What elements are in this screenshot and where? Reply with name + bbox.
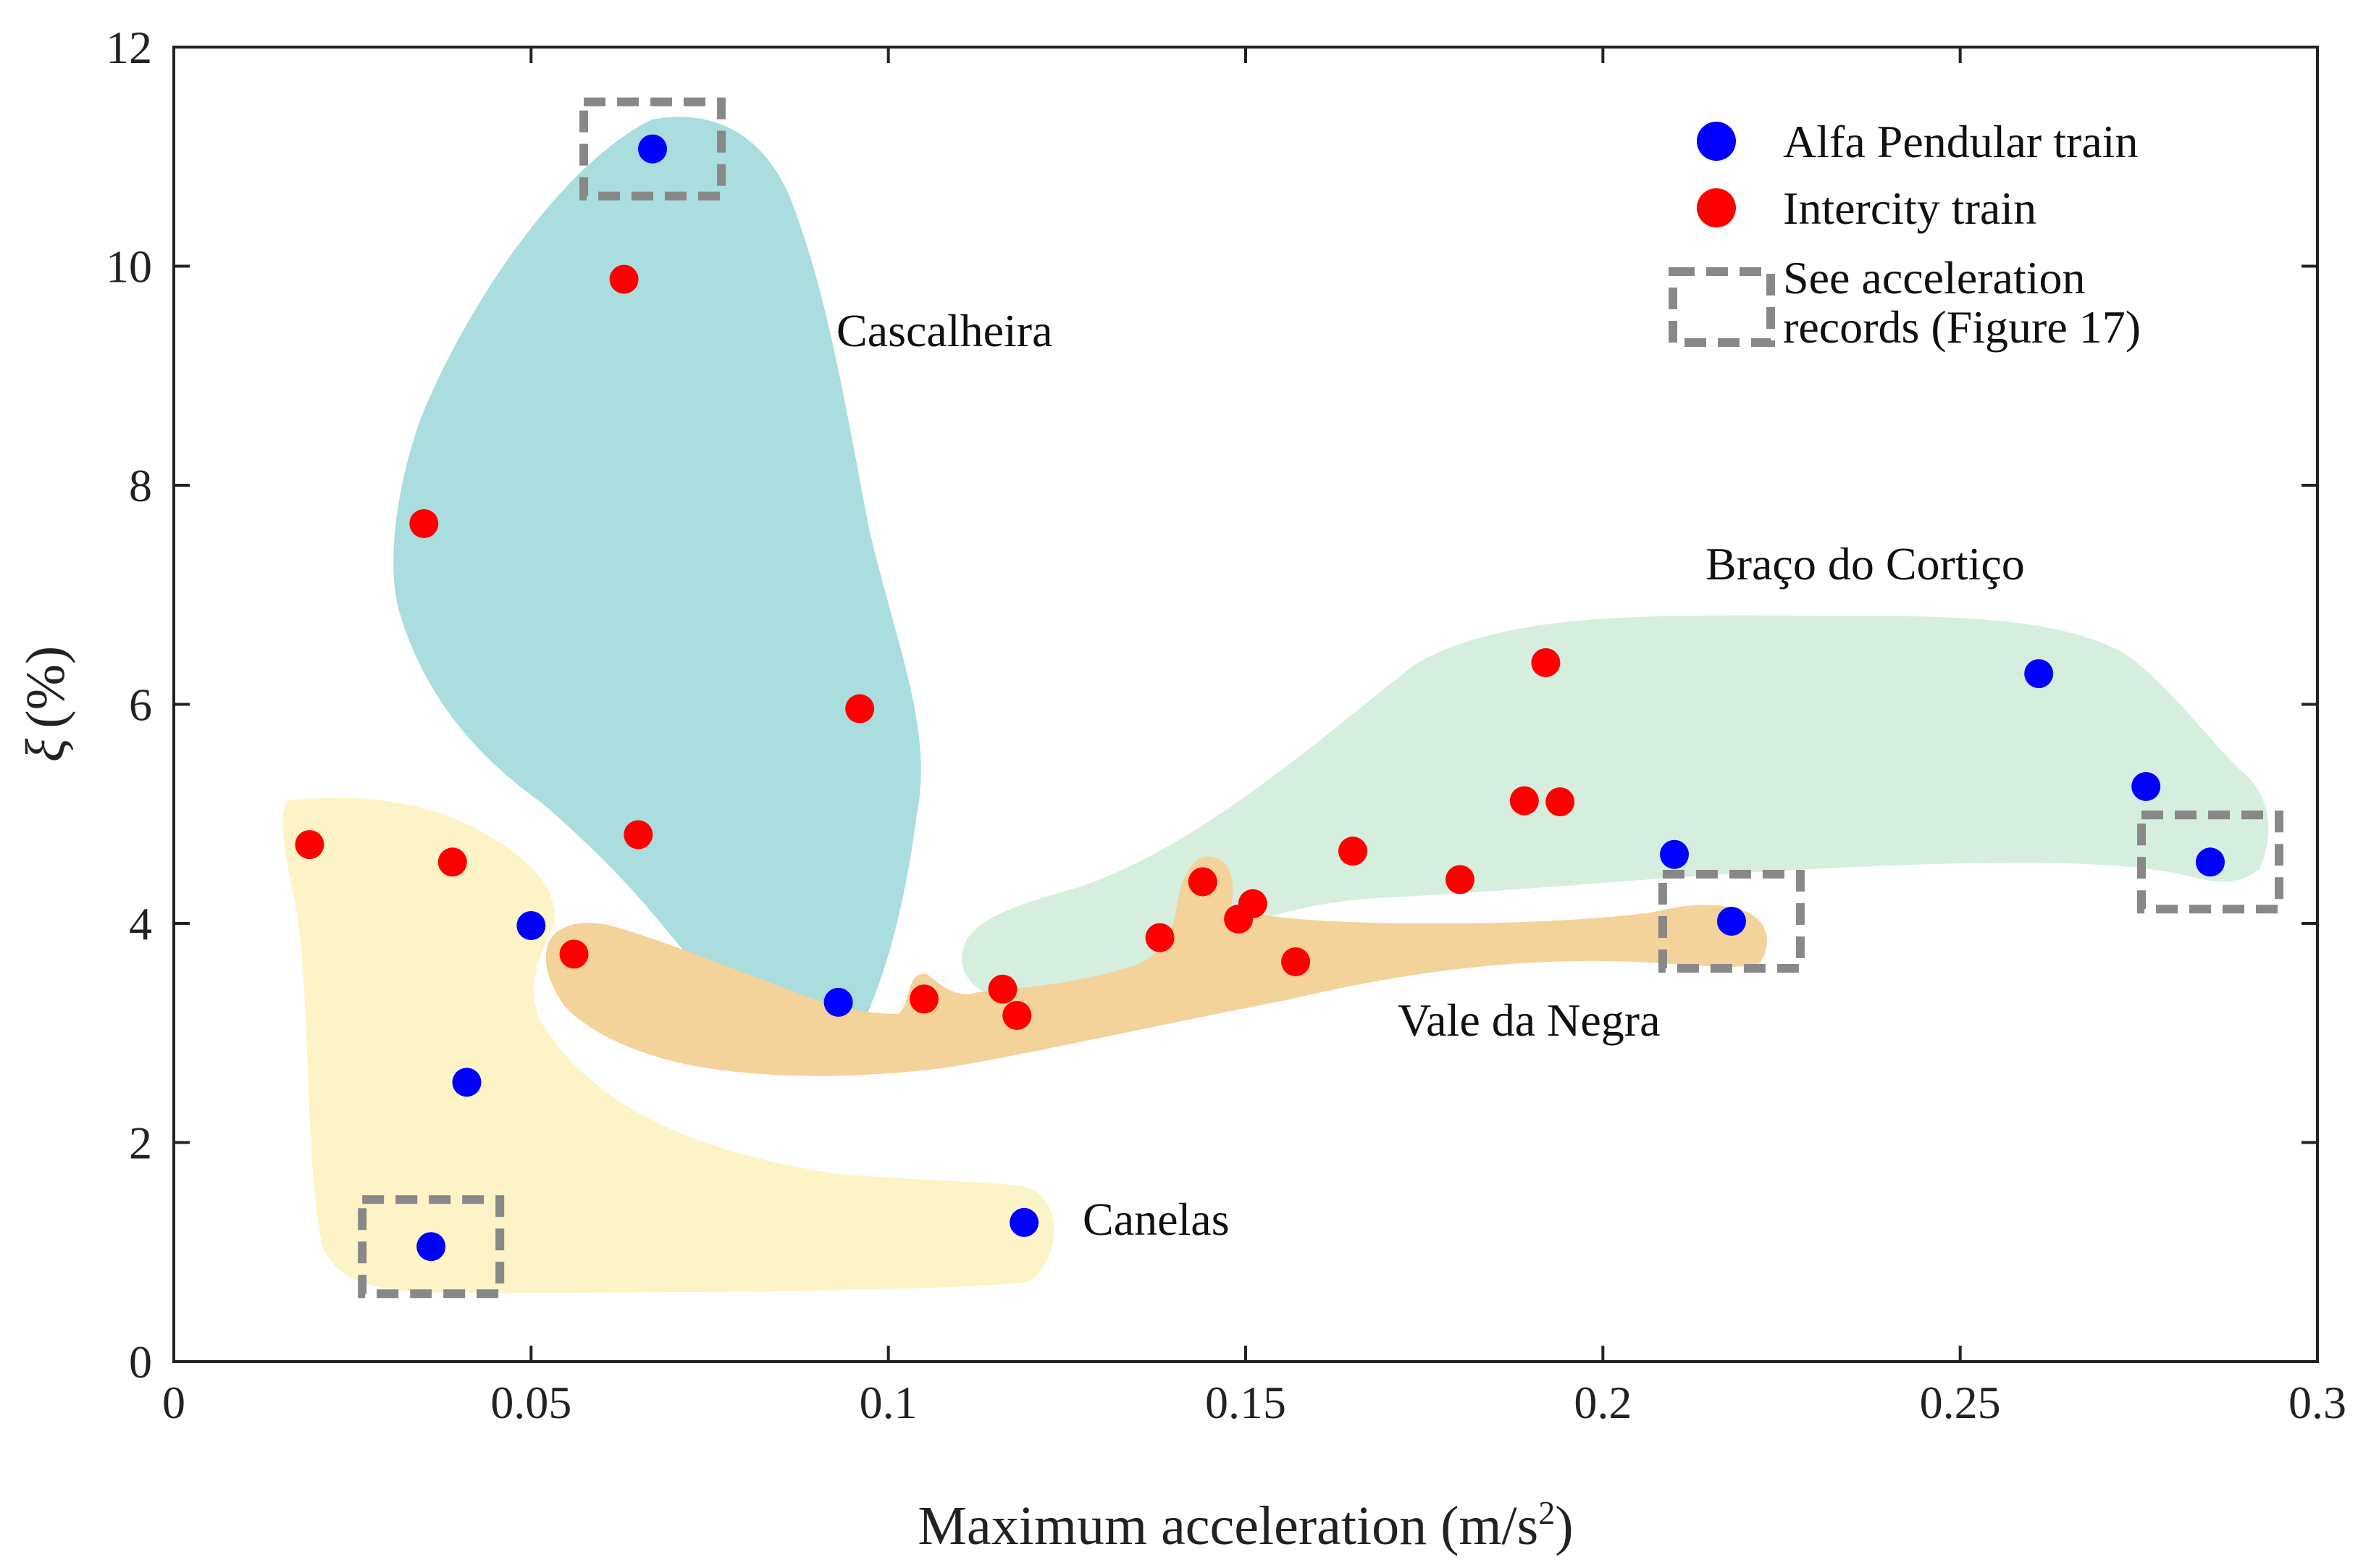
y-axis-title-symbol: ξ [15,738,76,762]
region-cascalheira [393,117,921,1043]
x-tick-label: 0.25 [1920,1377,2001,1428]
y-tick-label: 4 [129,898,152,949]
region-label-cascalheira: Cascalheira [836,305,1053,356]
legend-marker-highlight-box [1669,267,1775,347]
point-intercity [624,820,653,850]
x-axis-title-superscript: 2 [1538,1494,1555,1531]
point-alfa-pendular [452,1068,482,1097]
y-tick-label: 6 [129,679,152,731]
point-intercity [1188,867,1217,897]
point-alfa-pendular [516,911,546,941]
y-axis-ticks: 0 2 4 6 8 10 12 [106,22,2317,1388]
point-alfa-pendular [2131,771,2161,801]
y-tick-label: 10 [106,241,152,293]
point-alfa-pendular [1660,839,1689,869]
highlight-boxes [358,97,2283,1299]
point-intercity [1509,786,1539,816]
point-intercity [1545,787,1575,817]
x-axis-title-end: ) [1555,1496,1573,1556]
region-braco-do-cortico [962,615,2269,1006]
x-tick-label: 0.1 [860,1377,918,1428]
highlight-box [579,97,726,201]
highlight-box [358,1195,505,1299]
y-axis-title: ξ (%) [15,646,76,762]
point-intercity [559,939,589,969]
point-intercity [1002,1001,1032,1031]
point-alfa-pendular [416,1232,446,1262]
highlight-box [2137,810,2283,914]
point-intercity [1145,923,1175,952]
series-intercity [295,264,1575,1031]
cluster-regions [282,117,2269,1293]
point-intercity [295,830,324,860]
x-axis-title: Maximum acceleration (m/s2) [918,1494,1573,1556]
point-alfa-pendular [2196,847,2225,877]
point-intercity [910,984,939,1014]
legend-marker-alfa-pendular [1697,122,1736,161]
point-intercity [845,694,875,724]
x-axis-title-main: Maximum acceleration (m/s [918,1496,1538,1556]
x-tick-label: 0.3 [2288,1377,2346,1428]
y-tick-label: 2 [129,1118,152,1169]
legend: Alfa Pendular train Intercity train See … [1669,116,2141,353]
region-label-braco-do-cortico: Braço do Cortiço [1705,538,2025,590]
region-label-vale-da-negra: Vale da Negra [1398,994,1660,1046]
y-tick-label: 0 [129,1336,152,1388]
y-tick-label: 8 [129,460,152,511]
point-intercity [437,847,467,877]
y-axis-title-unit: (%) [15,646,76,729]
x-tick-label: 0.2 [1574,1377,1632,1428]
region-vale-da-negra [545,856,1767,1076]
point-alfa-pendular [1010,1207,1039,1237]
point-intercity [1531,648,1561,678]
x-axis-ticks: 0 0.05 0.1 0.15 0.2 0.25 0.3 [162,47,2346,1428]
x-tick-label: 0.05 [490,1377,571,1428]
legend-marker-intercity [1697,188,1736,227]
point-alfa-pendular [2024,659,2054,689]
series-alfa-pendular [416,134,2225,1262]
legend-label-intercity: Intercity train [1783,183,2036,234]
legend-label-highlight-line-1: See acceleration [1783,252,2086,303]
x-tick-label: 0 [162,1377,185,1428]
point-intercity [1446,865,1474,894]
point-intercity [409,508,439,538]
point-intercity [1281,947,1311,976]
point-intercity [988,974,1018,1004]
point-alfa-pendular [638,134,668,164]
legend-label-highlight-line-2: records (Figure 17) [1783,301,2141,353]
region-label-canelas: Canelas [1083,1194,1230,1245]
x-tick-label: 0.15 [1205,1377,1286,1428]
point-alfa-pendular [823,987,853,1017]
region-canelas [282,797,1054,1293]
y-tick-label: 12 [106,22,152,73]
highlight-box [1658,869,1805,973]
point-intercity [1338,837,1367,866]
legend-label-alfa-pendular: Alfa Pendular train [1783,116,2139,167]
point-intercity [609,264,639,294]
point-intercity [1238,889,1267,918]
point-alfa-pendular [1716,906,1746,936]
